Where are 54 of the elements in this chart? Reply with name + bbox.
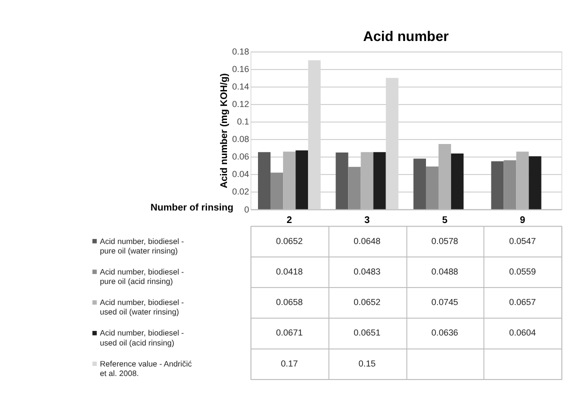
y-tick-label: 0.08: [232, 134, 250, 144]
data-label: 0.0636: [431, 328, 458, 338]
data-label: 0.0657: [509, 297, 536, 308]
x-tick-label: 2: [286, 214, 292, 226]
x-tick-label: 5: [442, 214, 448, 226]
y-tick-label: 0: [244, 204, 250, 214]
bar: [426, 166, 439, 210]
y-tick-label: 0.12: [232, 99, 250, 110]
legend-label: Acid number, biodiesel - pure oil (acid rinsing): [100, 267, 184, 286]
bar: [348, 166, 361, 210]
bar: [491, 161, 504, 210]
data-label: 0.0652: [276, 236, 303, 246]
y-tick-label: 0.1: [236, 116, 250, 127]
data-label: 0.0578: [431, 236, 458, 246]
x-axis-title: Number of rinsing: [150, 202, 234, 214]
bar: [336, 152, 348, 210]
bar: [528, 156, 542, 210]
data-label: 0.0651: [354, 328, 381, 338]
legend-label: Acid number, biodiesel - pure oil (water rinsing): [100, 236, 184, 256]
bar: [373, 152, 386, 210]
y-axis-title: Acid number (mg KOH/g): [218, 73, 230, 188]
data-label: 0.0604: [509, 328, 536, 338]
x-tick-label: 9: [520, 214, 526, 226]
bar: [413, 158, 426, 210]
data-label: 0.0559: [509, 266, 536, 276]
bar: [296, 150, 308, 210]
y-tick-label: 0.16: [232, 64, 250, 74]
y-tick-label: 0.14: [232, 82, 250, 92]
bar: [270, 172, 284, 210]
bar: [504, 160, 516, 210]
data-label: 0.0418: [276, 266, 303, 276]
y-tick-label: 0.18: [232, 46, 250, 57]
data-label: 0.0658: [276, 297, 303, 308]
x-tick-label: 3: [364, 214, 370, 226]
chart-title: Acid number: [363, 28, 450, 44]
data-label: 0.0652: [354, 297, 381, 308]
data-label: 0.0483: [354, 266, 381, 276]
bar: [386, 78, 398, 210]
legend-label: Reference value - Andričić et al. 2008.: [100, 359, 192, 378]
data-label: 0.0547: [509, 236, 536, 246]
data-label: 0.15: [358, 358, 376, 368]
y-tick-label: 0.02: [232, 186, 250, 197]
bar: [451, 153, 464, 210]
legend-label: Acid number, biodiesel - used oil (water rinsing): [100, 298, 184, 317]
bar: [308, 60, 321, 210]
y-tick-label: 0.04: [232, 169, 250, 180]
y-tick-label: 0.06: [232, 152, 250, 162]
bar: [258, 152, 271, 210]
data-label: 0.0648: [354, 236, 381, 246]
data-label: 0.17: [280, 358, 298, 368]
data-label: 0.0745: [431, 297, 458, 308]
data-label: 0.0671: [276, 328, 303, 338]
legend-label: Acid number, biodiesel - used oil (acid rinsing): [100, 328, 184, 348]
data-label: 0.0488: [431, 266, 458, 276]
